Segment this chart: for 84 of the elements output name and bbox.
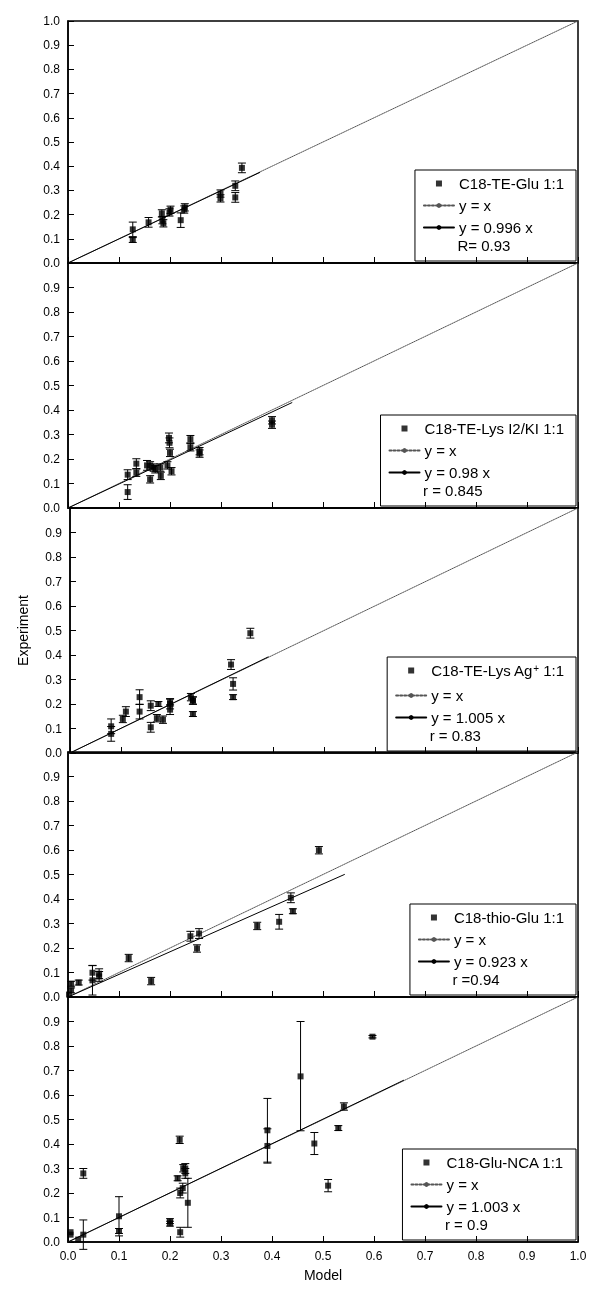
x-tick-label: 0.7 bbox=[416, 1248, 434, 1263]
y-tick-label: 0.2 bbox=[43, 452, 61, 466]
y-tick-label: 0.0 bbox=[43, 501, 61, 515]
annotation: r = 0.845 bbox=[423, 482, 483, 499]
y-tick-label: 0.4 bbox=[43, 892, 61, 906]
legend-label: y = 0.98 x bbox=[424, 464, 491, 481]
legend-label: y = 1.003 x bbox=[446, 1197, 521, 1215]
y-tick-label: 0.7 bbox=[43, 86, 61, 101]
y-tick-label: 0.1 bbox=[43, 476, 61, 491]
x-tick-label: 0.3 bbox=[212, 1248, 230, 1263]
y-tick-label: 0.1 bbox=[43, 965, 61, 980]
y-tick-label: 0.7 bbox=[45, 574, 63, 588]
y-tick-label: 0.7 bbox=[43, 1063, 61, 1077]
y-tick-label: 0.6 bbox=[43, 110, 61, 125]
x-tick-label: 0.5 bbox=[314, 1248, 332, 1263]
y-tick-label: 0.8 bbox=[43, 62, 61, 77]
y-tick-label: 0.5 bbox=[43, 378, 61, 393]
legend-label: y = x bbox=[424, 442, 458, 459]
y-tick-label: 0.6 bbox=[45, 598, 63, 613]
y-tick-label: 0.0 bbox=[45, 745, 63, 760]
legend-label: y = 0.923 x bbox=[453, 953, 529, 970]
y-tick-label: 0.5 bbox=[45, 623, 63, 637]
y-tick-label: 0.3 bbox=[45, 672, 63, 686]
y-tick-label: 0.8 bbox=[43, 794, 61, 808]
y-tick-label: 0.6 bbox=[43, 843, 61, 857]
y-tick-label: 0.8 bbox=[43, 305, 61, 319]
y-tick-label: 0.3 bbox=[43, 183, 61, 198]
y-tick-label: 0.9 bbox=[43, 280, 61, 295]
x-tick-label: 0.0 bbox=[59, 1248, 77, 1263]
legend-label: C18-thio-Glu 1:1 bbox=[453, 909, 565, 926]
y-tick-label: 0.0 bbox=[43, 1234, 61, 1249]
annotation: R= 0.93 bbox=[457, 237, 511, 254]
annotation: r =0.94 bbox=[452, 971, 500, 988]
y-tick-label: 0.8 bbox=[45, 549, 63, 564]
y-tick-label: 0.4 bbox=[43, 403, 61, 417]
legend-label: y = x bbox=[453, 931, 487, 948]
x-tick-label: 0.9 bbox=[518, 1248, 536, 1263]
legend-label: C18-Glu-NCA 1:1 bbox=[446, 1153, 564, 1171]
y-tick-label: 0.6 bbox=[43, 1087, 61, 1102]
y-tick-label: 0.0 bbox=[43, 256, 61, 270]
legend-label: y = x bbox=[431, 686, 464, 704]
legend-label: C18-TE-Glu 1:1 bbox=[458, 175, 565, 192]
y-tick-label: 0.9 bbox=[43, 769, 61, 784]
y-tick-label: 0.1 bbox=[43, 1210, 61, 1224]
y-tick-label: 0.2 bbox=[43, 207, 61, 222]
legend-label: y = x bbox=[458, 197, 492, 214]
y-tick-label: 0.3 bbox=[43, 1161, 61, 1175]
y-tick-label: 0.5 bbox=[43, 1112, 61, 1126]
y-tick-label: 1.0 bbox=[43, 14, 61, 28]
y-tick-label: 0.5 bbox=[43, 867, 61, 882]
y-tick-label: 0.2 bbox=[43, 1185, 61, 1200]
y-tick-label: 0.9 bbox=[45, 525, 63, 539]
y-tick-label: 0.4 bbox=[45, 647, 63, 662]
annotation: r = 0.83 bbox=[429, 726, 481, 744]
y-tick-label: 0.1 bbox=[43, 231, 61, 246]
legend-label: y = x bbox=[446, 1175, 480, 1193]
x-tick-label: 0.4 bbox=[263, 1248, 281, 1263]
x-tick-label: 0.1 bbox=[110, 1248, 128, 1263]
y-tick-label: 0.2 bbox=[43, 941, 61, 955]
legend-label: y = 0.996 x bbox=[458, 219, 534, 236]
annotation: r = 0.9 bbox=[444, 1215, 488, 1233]
x-axis-title: Model bbox=[303, 1266, 343, 1283]
y-tick-label: 0.9 bbox=[43, 38, 61, 53]
y-tick-label: 0.2 bbox=[45, 696, 63, 711]
y-tick-label: 0.3 bbox=[43, 427, 61, 442]
y-tick-label: 0.7 bbox=[43, 329, 61, 344]
x-tick-label: 0.6 bbox=[365, 1248, 383, 1263]
legend-label: C18-TE-Lys I2/KI 1:1 bbox=[424, 420, 564, 437]
legend-label: C18-TE-Lys Ag+ 1:1 bbox=[431, 661, 565, 679]
y-axis-title: Experiment bbox=[15, 594, 31, 666]
y-tick-label: 0.3 bbox=[43, 916, 61, 931]
x-tick-label: 0.8 bbox=[467, 1248, 485, 1263]
y-tick-label: 0.9 bbox=[43, 1014, 61, 1028]
x-tick-label: 0.2 bbox=[161, 1248, 179, 1263]
y-tick-label: 0.8 bbox=[43, 1038, 61, 1053]
y-tick-label: 0.5 bbox=[43, 135, 61, 149]
y-tick-label: 0.7 bbox=[43, 818, 61, 833]
y-tick-label: 0.4 bbox=[43, 159, 61, 174]
y-tick-label: 0.6 bbox=[43, 354, 61, 368]
legend-label: y = 1.005 x bbox=[431, 708, 506, 726]
y-tick-label: 0.4 bbox=[43, 1136, 61, 1151]
y-tick-label: 0.0 bbox=[43, 990, 61, 1004]
y-tick-label: 0.1 bbox=[45, 721, 63, 735]
x-tick-label: 1.0 bbox=[569, 1248, 587, 1263]
